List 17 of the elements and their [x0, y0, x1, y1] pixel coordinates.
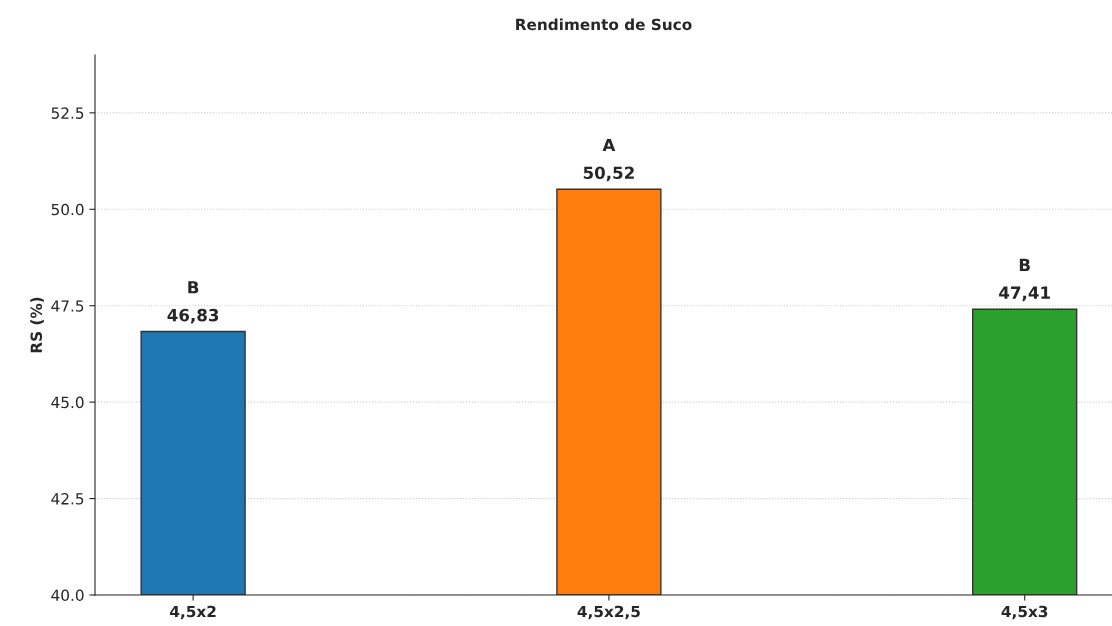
y-tick-label: 42.5 — [51, 493, 84, 505]
y-tick-label: 40.0 — [51, 589, 84, 602]
data-label: 47,41 — [999, 286, 1050, 302]
chart-title: Rendimento de Suco — [516, 18, 692, 31]
data-label: 46,83 — [167, 308, 219, 324]
x-tick-label: 4,5x2 — [170, 605, 216, 620]
y-axis-title: RS (%) — [30, 297, 44, 353]
y-tick-label: 47.5 — [51, 300, 84, 312]
annotation: B — [1019, 258, 1030, 271]
data-label: 50,52 — [583, 166, 634, 182]
y-tick-label: 52.5 — [51, 107, 84, 119]
x-tick-label: 4,5x3 — [1001, 605, 1048, 620]
annotation: B — [188, 281, 199, 294]
y-tick-label: 50.0 — [51, 203, 84, 216]
annotation: A — [602, 138, 616, 152]
y-tick-label: 45.0 — [51, 396, 84, 409]
x-tick-label: 4,5x2,5 — [577, 605, 640, 620]
